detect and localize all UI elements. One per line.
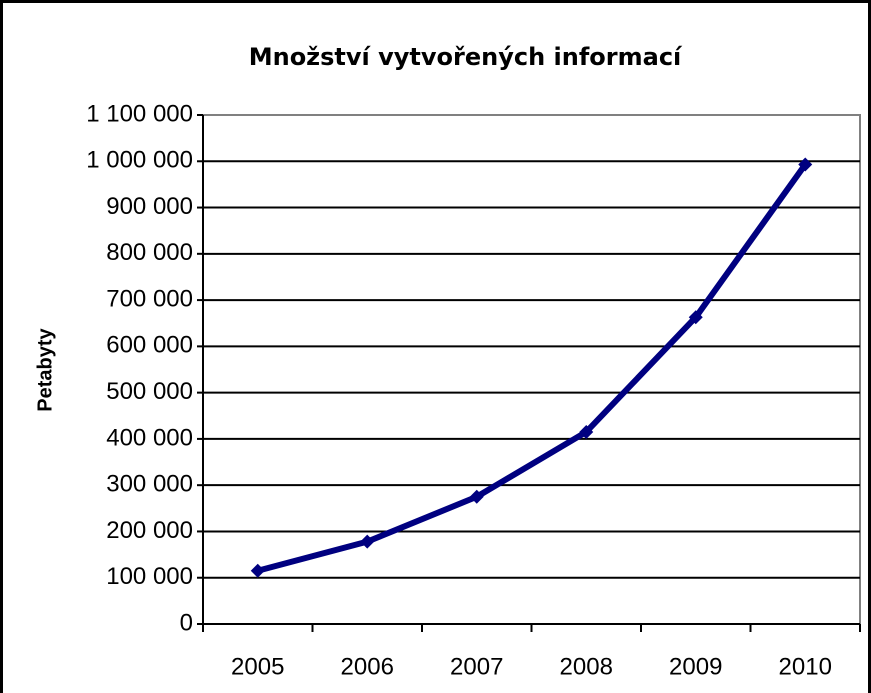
y-tick-label: 200 000: [106, 517, 193, 544]
data-point: [360, 534, 375, 549]
x-tick-label: 2010: [779, 653, 832, 680]
x-tick-label: 2005: [231, 653, 284, 680]
x-tick-label: 2006: [341, 653, 394, 680]
y-tick-label: 0: [180, 609, 193, 636]
y-tick-label: 100 000: [106, 563, 193, 590]
y-tick-label: 400 000: [106, 424, 193, 451]
y-tick-label: 1 100 000: [86, 100, 193, 127]
y-tick-label: 700 000: [106, 285, 193, 312]
data-point: [798, 157, 813, 172]
chart-title: Množství vytvořených informací: [249, 43, 683, 71]
y-tick-label: 500 000: [106, 378, 193, 405]
plot-area: [202, 114, 861, 625]
data-point: [579, 424, 594, 439]
y-tick-label: 900 000: [106, 193, 193, 220]
y-axis-label: Petabyty: [34, 327, 56, 411]
x-tick-label: 2009: [669, 653, 722, 680]
data-point: [469, 489, 484, 504]
y-tick-label: 800 000: [106, 239, 193, 266]
x-tick-label: 2007: [450, 653, 503, 680]
x-tick-label: 2008: [560, 653, 613, 680]
data-point: [688, 310, 703, 325]
data-line: [256, 162, 808, 574]
data-point: [250, 563, 265, 578]
y-tick-label: 1 000 000: [86, 147, 193, 174]
y-tick-label: 300 000: [106, 471, 193, 498]
y-tick-label: 600 000: [106, 332, 193, 359]
